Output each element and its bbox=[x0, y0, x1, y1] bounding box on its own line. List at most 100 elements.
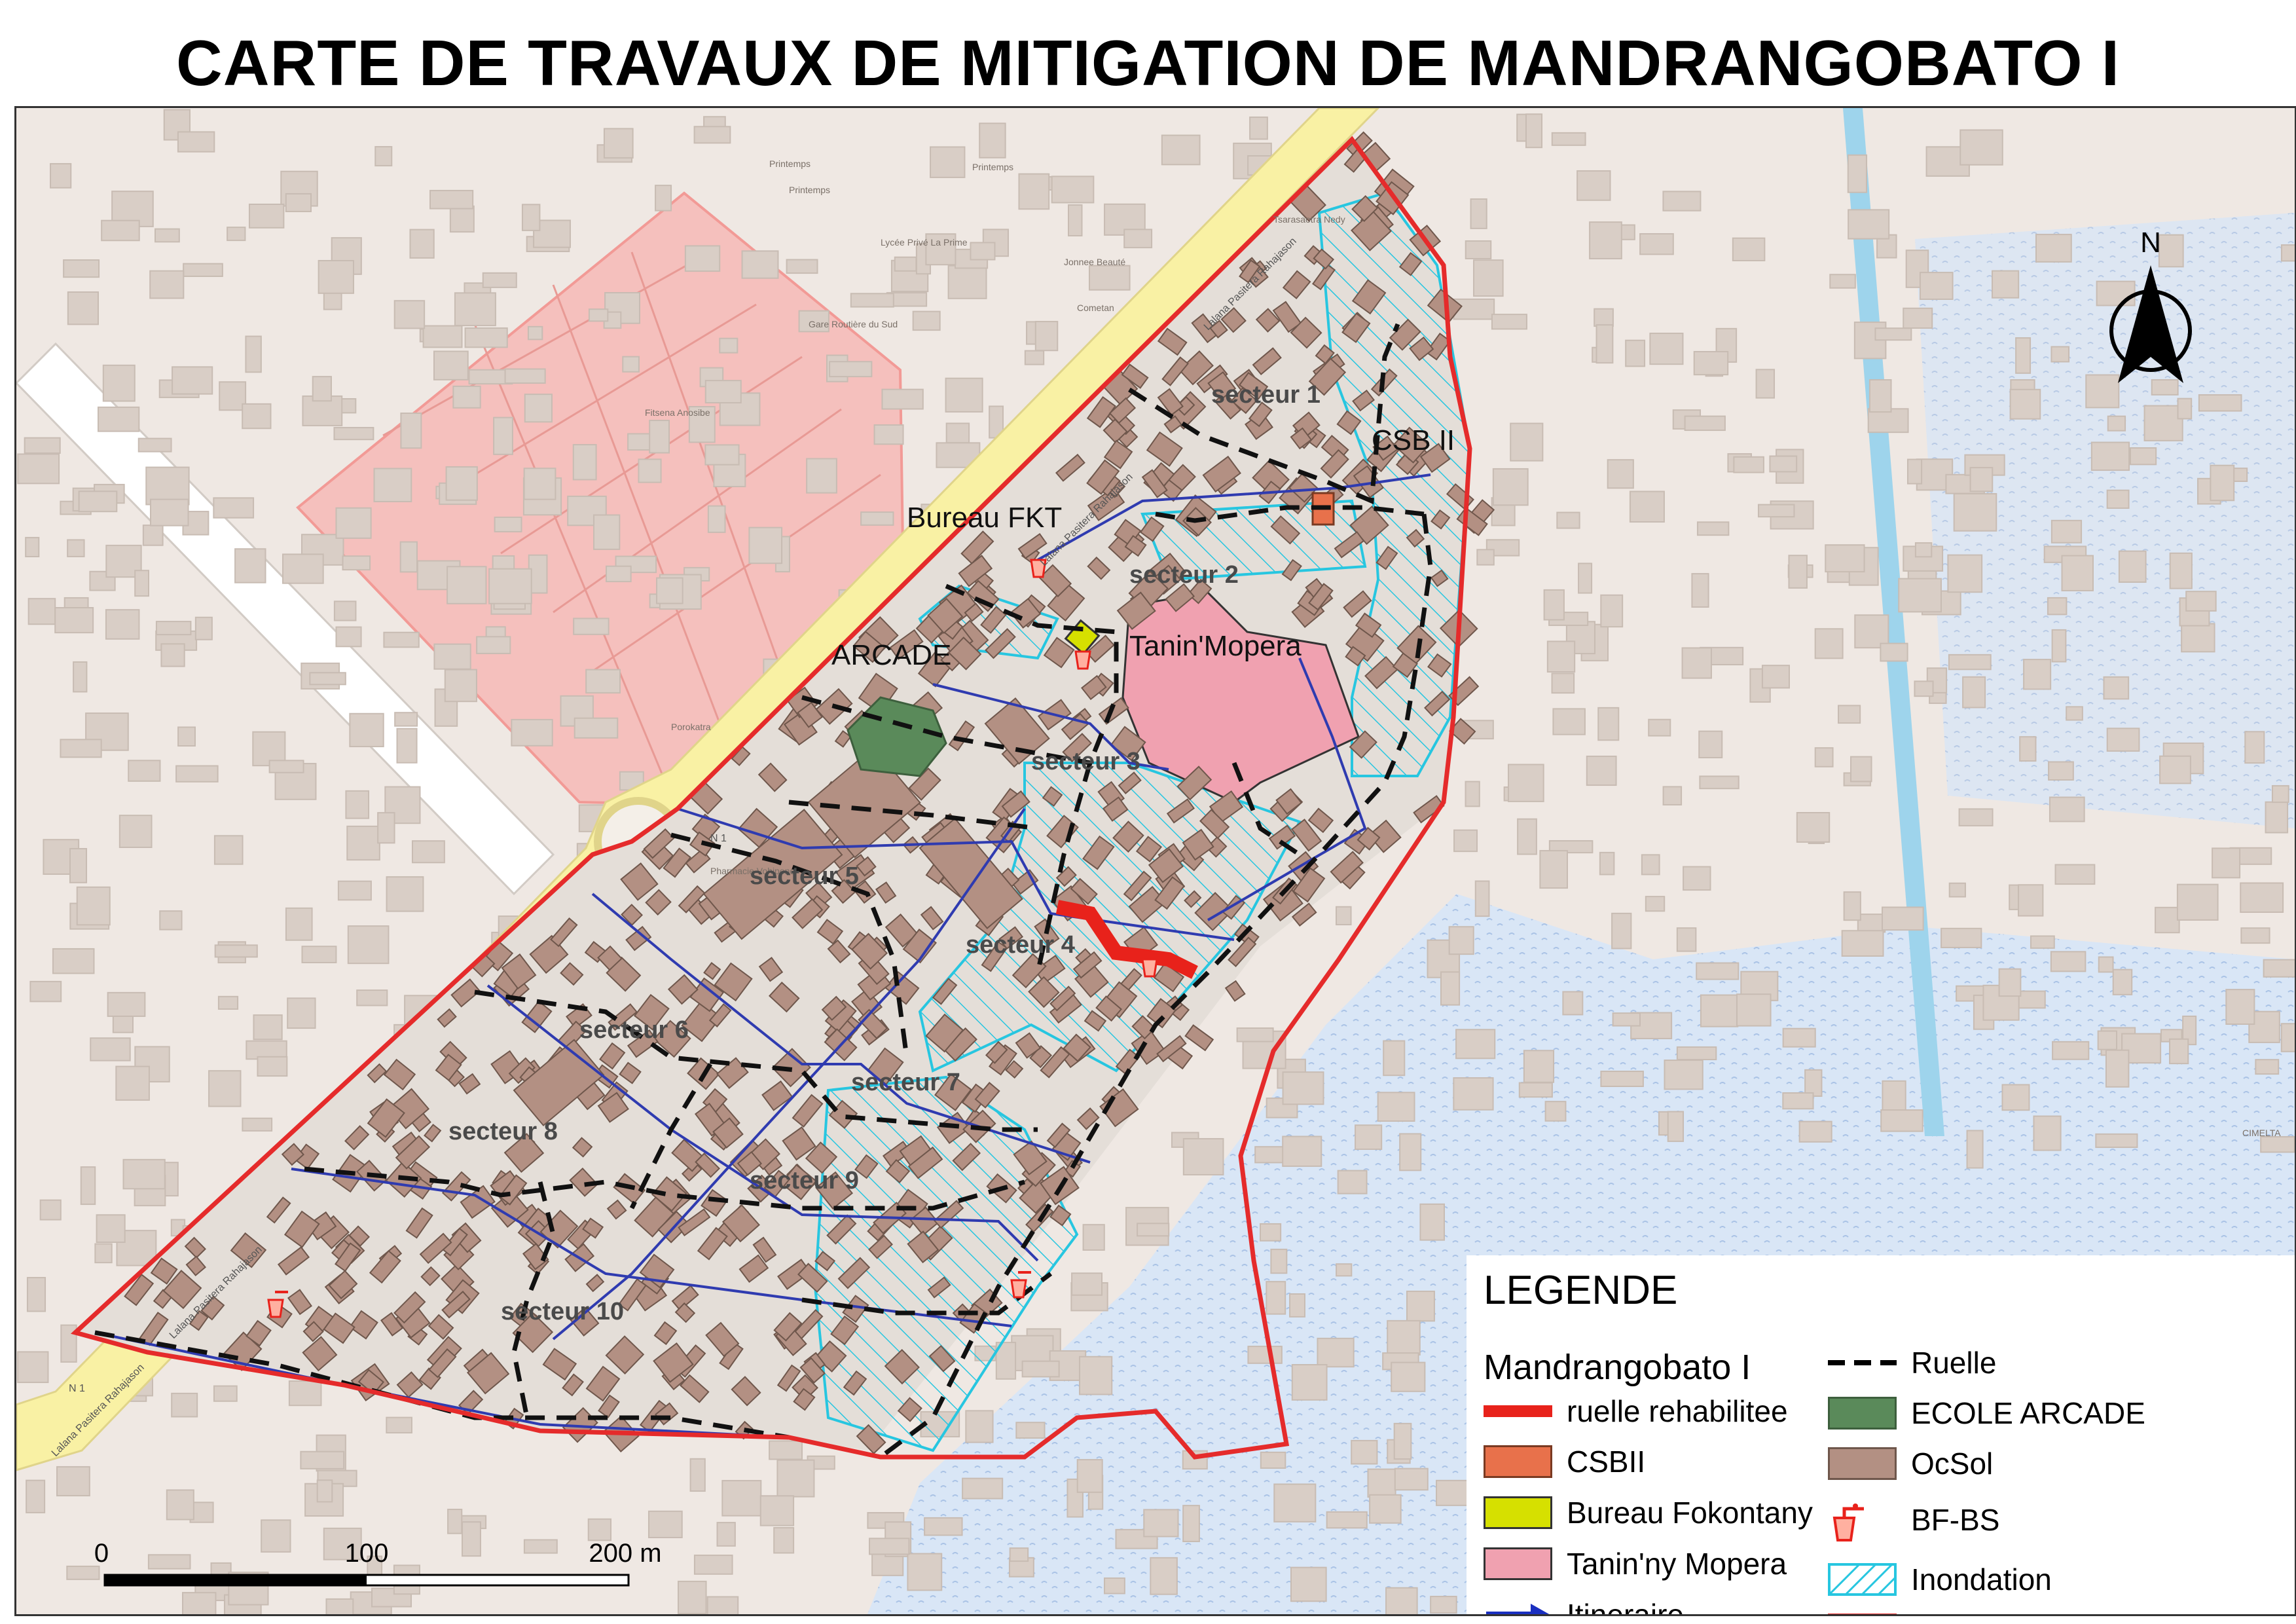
basemap-building bbox=[1696, 962, 1740, 980]
legend-item-ocsol: OcSol bbox=[1828, 1443, 1993, 1484]
basemap-building bbox=[1684, 415, 1726, 432]
water-area-east bbox=[1915, 213, 2295, 828]
basemap-building bbox=[1782, 1027, 1816, 1048]
ocsol-building bbox=[1427, 653, 1452, 678]
basemap-building bbox=[1700, 994, 1739, 1027]
arcade-label: ARCADE bbox=[831, 639, 951, 671]
legend-label: ruelle rehabilitee bbox=[1567, 1394, 1788, 1428]
basemap-building bbox=[2096, 280, 2136, 306]
ocsol-building bbox=[348, 1225, 371, 1247]
basemap-building bbox=[1998, 968, 2022, 997]
basemap-building bbox=[268, 760, 304, 773]
basemap-building bbox=[1387, 1320, 1421, 1356]
ocsol-building bbox=[1262, 881, 1303, 922]
basemap-building bbox=[261, 1519, 291, 1553]
ocsol-building bbox=[1430, 509, 1451, 530]
ocsol-building bbox=[1290, 427, 1313, 450]
ocsol-building bbox=[1230, 387, 1258, 415]
ocsol-building bbox=[1199, 809, 1230, 840]
legend-item-ruelle: Ruelle bbox=[1828, 1342, 1996, 1383]
basemap-building bbox=[1906, 458, 1923, 485]
basemap-building bbox=[707, 505, 726, 533]
ocsol-building bbox=[395, 1135, 431, 1170]
legend-item-ecole-arcade: ECOLE ARCADE bbox=[1828, 1393, 2145, 1433]
basemap-building bbox=[94, 1243, 113, 1264]
tanin-mopera-label: Tanin'Mopera bbox=[1129, 630, 1302, 662]
ocsol-building bbox=[856, 1424, 886, 1454]
basemap-building bbox=[2181, 623, 2215, 653]
ocsol-building bbox=[952, 1143, 981, 1172]
basemap-building bbox=[2151, 379, 2179, 396]
ocsol-building bbox=[792, 898, 824, 929]
ocsol-building bbox=[606, 1199, 627, 1220]
basemap-building bbox=[1662, 786, 1683, 805]
north-arrow-icon: N bbox=[2109, 227, 2192, 383]
basemap-building bbox=[2048, 761, 2074, 781]
basemap-building bbox=[1018, 173, 1050, 210]
ocsol-building bbox=[1194, 892, 1234, 931]
basemap-building bbox=[1473, 259, 1504, 297]
basemap-building bbox=[1440, 971, 1461, 1006]
map-canvas[interactable]: Printemps Printemps Printemps Lycée Priv… bbox=[16, 108, 2295, 1614]
ocsol-building bbox=[714, 962, 753, 1002]
ocsol-building bbox=[731, 1376, 761, 1407]
ocsol-building bbox=[348, 1310, 378, 1340]
basemap-building bbox=[2047, 597, 2068, 616]
ocsol-building bbox=[1220, 306, 1247, 333]
ocsol-building bbox=[875, 881, 897, 904]
basemap-building bbox=[1611, 912, 1632, 950]
basemap-building bbox=[1565, 621, 1596, 655]
basemap-building bbox=[1953, 493, 1997, 532]
ocsol-building bbox=[458, 1073, 481, 1095]
basemap-building bbox=[1351, 1439, 1378, 1465]
basemap-building bbox=[285, 193, 312, 213]
basemap-building bbox=[422, 325, 463, 348]
ocsol-building bbox=[1282, 270, 1311, 300]
basemap-label: Gare Routière du Sud bbox=[809, 319, 898, 329]
basemap-building bbox=[325, 1598, 354, 1614]
basemap-building bbox=[1517, 818, 1537, 855]
basemap-building bbox=[63, 259, 100, 278]
ocsol-building bbox=[708, 1003, 732, 1027]
basemap-building bbox=[2198, 394, 2242, 412]
map-frame[interactable]: Printemps Printemps Printemps Lycée Priv… bbox=[14, 106, 2296, 1616]
basemap-building bbox=[476, 636, 511, 654]
basemap-building bbox=[2090, 441, 2130, 471]
basemap-building bbox=[1393, 1422, 1412, 1460]
ocsol-building bbox=[947, 637, 982, 671]
basemap-building bbox=[1850, 756, 1872, 783]
basemap-building bbox=[2098, 956, 2114, 973]
basemap-building bbox=[400, 413, 422, 449]
basemap-building bbox=[2095, 1133, 2138, 1149]
basemap-building bbox=[759, 1495, 795, 1526]
basemap-building bbox=[452, 385, 481, 409]
ocsol-building bbox=[1255, 308, 1281, 333]
basemap-building bbox=[90, 1037, 131, 1061]
ocsol-building bbox=[761, 1080, 793, 1111]
basemap-building bbox=[1676, 927, 1697, 952]
basemap-building bbox=[446, 566, 487, 604]
ocsol-building bbox=[702, 809, 843, 940]
water-tap-icon bbox=[1010, 1271, 1031, 1299]
basemap-building bbox=[488, 568, 532, 604]
ocsol-building bbox=[1124, 535, 1147, 557]
basemap-building bbox=[1476, 549, 1495, 566]
basemap-building bbox=[706, 1596, 739, 1614]
ocsol-building bbox=[703, 962, 721, 980]
ocsol-building bbox=[1345, 646, 1366, 667]
basemap-building bbox=[1290, 1566, 1327, 1602]
ocsol-building bbox=[1062, 733, 1093, 763]
ocsol-building bbox=[1389, 318, 1421, 351]
ocsol-building bbox=[621, 904, 644, 927]
basemap-building bbox=[655, 185, 672, 212]
ocsol-building bbox=[302, 1321, 324, 1342]
basemap-building bbox=[965, 1410, 994, 1443]
basemap-building bbox=[1383, 1040, 1406, 1077]
ocsol-building bbox=[653, 1342, 694, 1383]
basemap-building bbox=[1868, 379, 1892, 413]
basemap-building bbox=[181, 1592, 217, 1614]
basemap-building bbox=[2280, 1023, 2295, 1052]
feature-labels: CSB II Bureau FKT ARCADE Tanin'Mopera bbox=[831, 424, 1455, 671]
ocsol-building bbox=[907, 1230, 939, 1264]
basemap-building bbox=[2052, 1041, 2090, 1060]
